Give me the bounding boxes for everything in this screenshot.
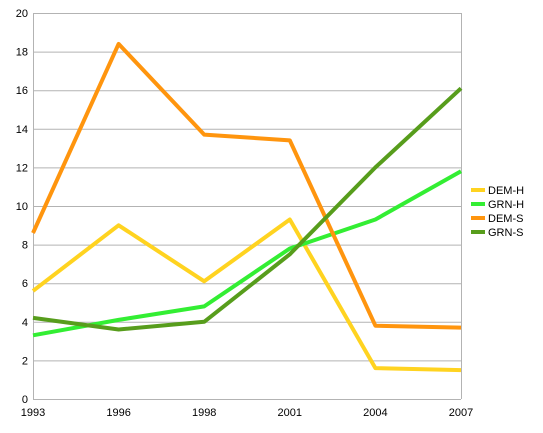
y-tick-label: 6 — [22, 278, 28, 290]
y-tick-label: 2 — [22, 355, 28, 367]
x-tick-label: 1996 — [106, 407, 130, 419]
x-tick-label: 2001 — [278, 407, 302, 419]
y-tick-label: 0 — [22, 394, 28, 406]
legend-swatch-grn-h — [471, 202, 485, 206]
series-line-dem-s — [31, 41, 462, 330]
x-tick-label: 2004 — [363, 407, 387, 419]
series-line-grn-h — [32, 169, 462, 338]
legend-swatch-dem-h — [471, 188, 485, 192]
x-tick-label: 1993 — [21, 407, 45, 419]
series-line-dem-h — [31, 217, 462, 373]
series-lines — [31, 41, 463, 373]
legend-label-dem-s: DEM-S — [488, 213, 523, 225]
x-axis-ticks: 1993 1996 1998 2001 2004 2007 — [21, 407, 473, 419]
legend-swatch-grn-s — [471, 230, 485, 234]
x-tick-label: 2007 — [449, 407, 473, 419]
y-tick-label: 14 — [16, 124, 28, 136]
y-tick-label: 10 — [16, 201, 28, 213]
y-tick-label: 18 — [16, 47, 28, 59]
y-axis-ticks: 0 2 4 6 8 10 12 14 16 18 20 — [16, 8, 28, 406]
y-tick-label: 4 — [22, 317, 28, 329]
legend-label-grn-h: GRN-H — [488, 199, 524, 211]
legend-label-dem-h: DEM-H — [488, 185, 524, 197]
y-tick-label: 20 — [16, 8, 28, 20]
legend-swatch-dem-s — [471, 216, 485, 220]
x-tick-label: 1998 — [192, 407, 216, 419]
legend: DEM-H GRN-H DEM-S GRN-S — [471, 185, 524, 239]
legend-label-grn-s: GRN-S — [488, 227, 523, 239]
y-tick-label: 16 — [16, 85, 28, 97]
series-line-grn-s — [32, 86, 463, 332]
y-tick-label: 12 — [16, 162, 28, 174]
y-tick-label: 8 — [22, 240, 28, 252]
